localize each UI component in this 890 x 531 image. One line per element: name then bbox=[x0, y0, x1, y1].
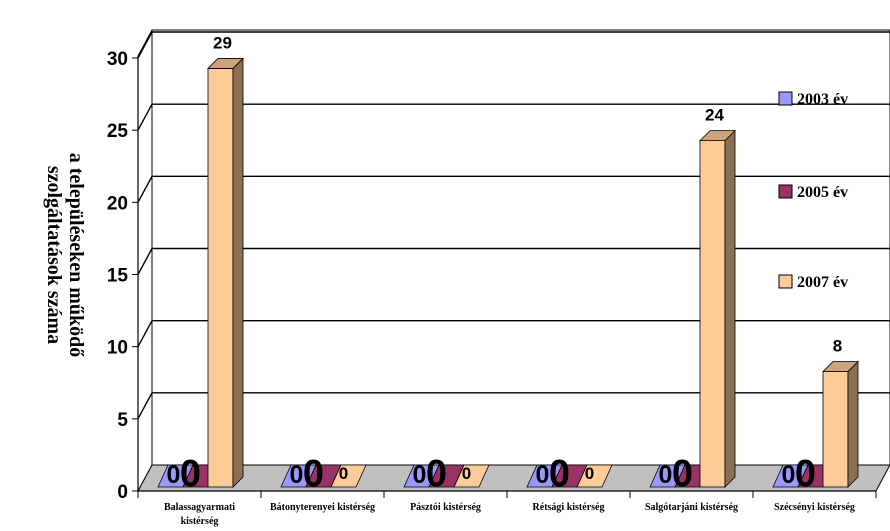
legend-label: 2003 év bbox=[797, 91, 848, 108]
category-label: Balassagyarmati kistérség bbox=[164, 502, 235, 527]
bar-top bbox=[699, 130, 736, 142]
bar bbox=[207, 68, 234, 488]
bar bbox=[330, 464, 367, 488]
data-label: 0 bbox=[426, 453, 447, 495]
bars bbox=[157, 57, 859, 488]
bar bbox=[453, 464, 490, 488]
data-label: 0 bbox=[462, 464, 471, 483]
category-label: Rétsági kistérség bbox=[533, 502, 605, 513]
legend-label: 2007 év bbox=[797, 274, 848, 291]
gridline bbox=[137, 247, 890, 275]
data-label: 0 bbox=[339, 464, 348, 483]
data-label: 0 bbox=[167, 461, 181, 489]
bar-top bbox=[822, 361, 859, 372]
y-axis-label-line: a településeken működő bbox=[65, 153, 87, 357]
bar bbox=[699, 140, 726, 488]
axes bbox=[132, 56, 877, 498]
y-tick-label: 20 bbox=[107, 193, 128, 214]
y-tick-labels: 0 5 10 15 20 25 30 bbox=[107, 49, 129, 503]
data-label: 24 bbox=[705, 106, 724, 125]
y-tick-label: 5 bbox=[117, 410, 128, 431]
category-labels: Balassagyarmati kistérség Bátonyterenyei k… bbox=[164, 502, 855, 527]
bar-side bbox=[232, 57, 244, 488]
category-label: Bátonyterenyei kistérség bbox=[270, 502, 375, 513]
legend-swatch bbox=[778, 274, 793, 289]
bar bbox=[576, 464, 613, 488]
data-label: 0 bbox=[795, 453, 816, 495]
y-tick-label: 10 bbox=[107, 338, 128, 359]
data-label: 0 bbox=[180, 453, 201, 495]
chart-walls bbox=[137, 29, 890, 492]
data-label: 0 bbox=[672, 453, 693, 495]
data-label: 0 bbox=[549, 453, 570, 495]
data-label: 0 bbox=[303, 453, 324, 495]
y-tick-label: 25 bbox=[107, 121, 129, 142]
data-label: 0 bbox=[659, 461, 673, 489]
data-label: 0 bbox=[782, 461, 796, 489]
bar-top bbox=[207, 58, 244, 69]
legend: 2003 év 2005 év 2007 év bbox=[778, 91, 848, 291]
data-label: 8 bbox=[833, 337, 842, 356]
gridline bbox=[137, 103, 890, 131]
data-label: 0 bbox=[413, 461, 427, 489]
data-label: 0 bbox=[585, 464, 594, 483]
legend-swatch bbox=[778, 91, 793, 106]
data-label: 0 bbox=[290, 461, 304, 489]
gridline bbox=[137, 31, 890, 59]
bar bbox=[822, 371, 849, 488]
legend-swatch bbox=[778, 184, 793, 199]
data-label: 0 bbox=[536, 461, 550, 489]
gridline bbox=[137, 392, 890, 420]
category-label: Szécsényi kistérség bbox=[774, 502, 855, 513]
bar-side bbox=[724, 129, 736, 488]
gridline bbox=[137, 319, 890, 347]
category-label: Salgótarjáni kistérség bbox=[645, 502, 738, 513]
bar-side bbox=[847, 360, 859, 488]
y-tick-label: 30 bbox=[107, 49, 128, 70]
gridline bbox=[137, 175, 890, 203]
category-label: Pásztói kistérség bbox=[410, 502, 481, 513]
y-axis-label-line: szolgáltatások száma bbox=[43, 166, 65, 344]
gridlines bbox=[137, 31, 890, 420]
y-tick-label: 0 bbox=[117, 482, 128, 503]
data-label: 29 bbox=[213, 33, 232, 52]
y-tick-label: 15 bbox=[107, 266, 129, 287]
legend-label: 2005 év bbox=[797, 184, 848, 201]
